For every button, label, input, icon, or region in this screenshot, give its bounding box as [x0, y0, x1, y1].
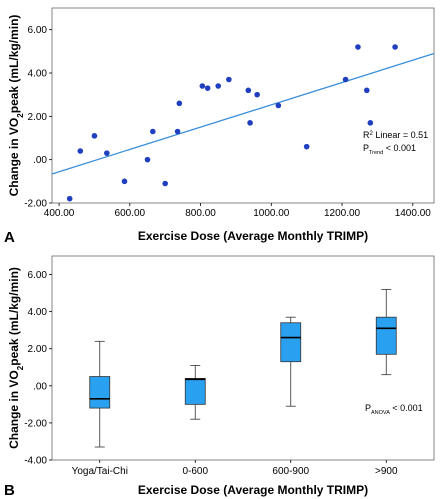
plot-frame [51, 7, 435, 204]
data-point [247, 120, 253, 126]
x-tick-label: 600-900 [272, 466, 309, 477]
data-point [204, 85, 211, 91]
p-anova-annotation: PANOVA < 0.001 [365, 403, 423, 416]
y-tick-label: 4.00 [28, 307, 48, 318]
iqr-box [280, 322, 302, 363]
data-point [275, 102, 282, 109]
y-axis-title: Change in VO2peak (mL/kg/min) [7, 15, 25, 197]
data-point [174, 128, 181, 135]
data-point [104, 150, 110, 156]
x-tick-label: 1000.00 [253, 208, 290, 219]
scatter-panel: -2.00 .00 2.00 4.00 6.00 400.00 600.00 800.00 10… [4, 7, 435, 246]
x-tick-label: Yoga/Tai-Chi [72, 466, 128, 477]
iqr-box [184, 377, 206, 405]
data-point [77, 148, 84, 154]
x-tick-label: 0-600 [182, 466, 208, 477]
x-axis-title: Exercise Dose (Average Monthly TRIMP) [138, 483, 368, 497]
p-trend-annotation: PTrend < 0.001 [363, 143, 416, 156]
data-point [355, 44, 361, 50]
x-tick-label: 400.00 [44, 208, 75, 219]
x-tick-label: >900 [375, 466, 398, 477]
x-tick-label: 1400.00 [395, 208, 432, 219]
data-point [392, 44, 398, 50]
data-point [150, 128, 156, 135]
x-axis-title: Exercise Dose (Average Monthly TRIMP) [138, 229, 368, 243]
data-point [121, 178, 128, 185]
data-point [254, 91, 260, 98]
trend-line [51, 52, 435, 175]
x-tick-label: 800.00 [185, 208, 216, 219]
boxplot-panel: -4.00 -2.00 .00 2.00 4.00 6.00 Yoga/Tai-Chi 0-6… [4, 255, 435, 499]
r-squared-annotation: R2 Linear = 0.51 [363, 130, 428, 140]
data-point [176, 100, 183, 107]
y-tick-label: .00 [33, 381, 47, 392]
data-point [367, 120, 374, 126]
data-point [245, 87, 252, 94]
data-point [144, 156, 151, 163]
x-tick-label: 1200.00 [324, 208, 361, 219]
y-tick-label: .00 [33, 155, 47, 166]
y-tick-label: 2.00 [28, 344, 48, 355]
iqr-box [375, 316, 397, 355]
y-tick-label: -2.00 [24, 199, 47, 210]
y-tick-label: 4.00 [28, 69, 48, 80]
y-tick-label: 6.00 [28, 25, 48, 36]
iqr-box [89, 376, 111, 409]
plot-frame [51, 255, 435, 461]
data-point [199, 83, 206, 89]
y-tick-label: 2.00 [28, 112, 48, 123]
y-axis-title: Change in VO2peak (mL/kg/min) [7, 267, 25, 449]
y-tick-label: 6.00 [28, 270, 48, 281]
data-point [342, 76, 349, 83]
data-point [226, 76, 232, 83]
data-point [363, 87, 370, 94]
data-point [91, 133, 98, 139]
y-tick-label: -2.00 [24, 418, 47, 429]
x-tick-label: 600.00 [115, 208, 146, 219]
panel-label: B [4, 482, 15, 499]
data-point [162, 180, 168, 187]
y-tick-label: -4.00 [24, 456, 47, 467]
data-point [66, 195, 73, 202]
panel-label: A [4, 229, 15, 246]
data-point [303, 143, 310, 150]
data-point [215, 83, 222, 89]
